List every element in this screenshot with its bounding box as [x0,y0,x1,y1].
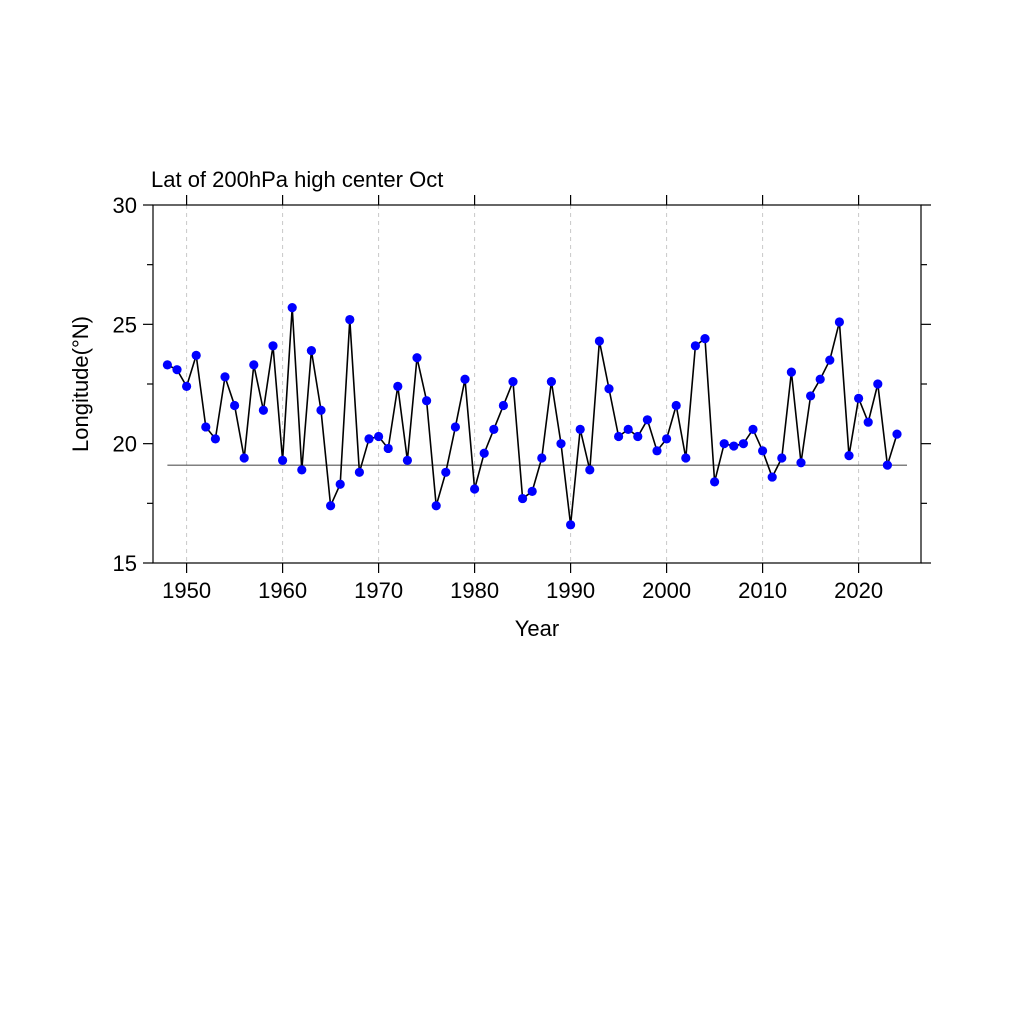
data-point [489,424,499,434]
data-point [537,453,547,463]
data-point [431,501,441,511]
data-point [479,448,489,458]
data-point [796,458,806,468]
data-point [690,341,701,351]
data-point [719,439,729,449]
data-point [354,467,364,477]
tick-label-layer: 1950 1960 1970 1980 1990 2000 2010 2020 15 20 25 30 [113,193,884,603]
data-point [422,396,432,406]
data-point [729,441,739,451]
data-point [642,415,653,425]
data-point [374,431,384,442]
data-point [671,400,681,411]
data-point [182,381,192,391]
data-point [700,334,710,344]
data-point [450,422,460,432]
data-point [786,367,797,377]
data-point [210,434,220,444]
data-point [508,377,518,387]
data-point [191,350,201,360]
data-point [498,400,508,411]
plot-frame [152,204,922,564]
grid-layer [186,205,860,563]
data-point [863,417,873,427]
data-point [652,446,662,456]
y-tick-label: 25 [113,312,137,337]
data-point [345,314,355,325]
data-point [825,355,835,365]
data-point [556,439,566,449]
data-point [393,381,403,391]
data-point [316,405,326,415]
data-point [249,360,259,370]
data-point [201,422,211,432]
data-point [230,400,240,411]
data-point [834,317,845,327]
data-point [470,484,480,494]
data-point [585,465,595,475]
data-point [412,353,422,363]
data-point [566,520,576,530]
data-point [767,472,777,482]
data-point [364,434,374,444]
tick-layer [143,195,931,573]
data-point [873,379,883,389]
data-point [297,465,307,475]
data-point [527,486,537,496]
y-axis-label: Longitude(°N) [68,316,93,452]
data-point [326,501,336,511]
x-tick-label: 1970 [354,578,403,603]
data-point [287,303,297,313]
data-point [710,477,720,487]
data-point [460,374,470,384]
data-point [383,443,393,454]
data-point [268,341,278,351]
data-point [335,479,345,489]
data-point [162,360,172,370]
data-point [844,451,854,461]
data-point [662,434,672,444]
data-point [777,453,787,463]
data-point [172,365,182,375]
data-point [738,439,749,449]
data-point [278,455,288,465]
data-point [306,345,316,356]
data-point [623,424,633,434]
data-point [806,391,816,401]
y-tick-label: 20 [113,432,137,457]
data-point [758,446,768,456]
data-point [882,460,893,470]
data-point [815,374,825,384]
y-tick-label: 30 [113,193,137,218]
x-axis-label: Year [515,616,559,641]
x-tick-label: 2020 [834,578,883,603]
data-point [220,372,230,382]
marker-layer [162,303,902,530]
chart-title: Lat of 200hPa high center Oct [151,167,443,192]
data-point [681,453,691,463]
x-tick-label: 2000 [642,578,691,603]
data-point [575,424,585,434]
data-point [748,424,758,434]
data-point [633,431,643,442]
data-point [258,405,268,415]
data-point [614,431,624,442]
data-point [892,429,902,439]
data-point [594,336,605,346]
x-tick-label: 1950 [162,578,211,603]
data-point [239,453,249,463]
data-point [402,455,412,465]
x-tick-label: 1980 [450,578,499,603]
y-tick-label: 15 [113,551,137,576]
x-tick-label: 2010 [738,578,787,603]
data-point [604,384,614,394]
x-tick-label: 1960 [258,578,307,603]
x-tick-label: 1990 [546,578,595,603]
data-point [441,467,451,477]
data-point [854,393,864,403]
data-point [518,493,528,504]
data-point [546,377,557,387]
